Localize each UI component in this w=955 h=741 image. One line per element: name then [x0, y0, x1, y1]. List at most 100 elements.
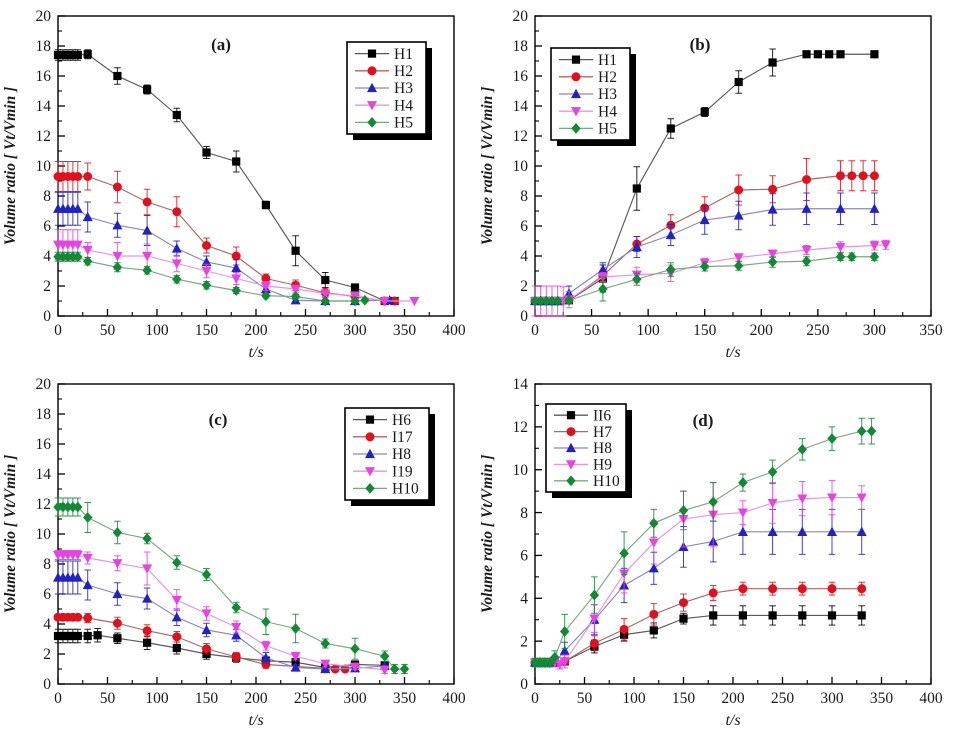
y-tick-label: 18 — [36, 38, 52, 55]
series-line-H6 — [58, 634, 385, 669]
marker-H2 — [112, 182, 122, 192]
marker-H5 — [700, 261, 710, 272]
legend-marker-H5 — [367, 117, 377, 128]
series-line-H2 — [58, 175, 395, 302]
marker-H9 — [589, 614, 600, 624]
marker-H3 — [767, 204, 778, 214]
marker-H6 — [53, 631, 63, 641]
y-tick-label: 14 — [36, 98, 52, 115]
legend-marker-II6 — [566, 411, 576, 420]
marker-H10 — [857, 425, 867, 437]
y-tick-label: 16 — [36, 68, 52, 85]
marker-H4 — [260, 281, 271, 292]
legend-label: I17 — [392, 429, 413, 446]
marker-II6 — [738, 611, 747, 620]
legend-item-H2: H2 — [559, 69, 617, 86]
marker-H5 — [733, 260, 744, 272]
y-tick-label: 10 — [513, 462, 529, 479]
series-H8 — [530, 508, 867, 667]
legend-marker-H4 — [571, 107, 581, 117]
marker-H9 — [648, 538, 659, 548]
x-tick-label: 200 — [750, 322, 774, 339]
legend-marker-H1 — [367, 49, 377, 58]
chart-c-svg: 0 50 100 150 200 250 300 350 400 0 2 4 6 8 10 12 14 16 18 2… — [2, 376, 466, 729]
marker-H2 — [802, 175, 812, 184]
series-II6 — [530, 605, 866, 667]
marker-H10 — [866, 425, 877, 437]
legend-label: H8 — [593, 440, 612, 457]
marker-II6 — [827, 611, 837, 620]
series-line-H2 — [535, 175, 875, 302]
series-H10 — [53, 497, 410, 675]
x-tick-label: 300 — [863, 322, 887, 339]
legend-item-H3: H3 — [355, 80, 413, 97]
marker-H1 — [63, 50, 72, 60]
y-axis: 0 2 4 6 8 10 12 14 16 18 20 — [513, 8, 542, 325]
marker-H2 — [261, 274, 271, 283]
marker-H5 — [83, 255, 93, 267]
marker-H5 — [53, 251, 63, 263]
marker-H7 — [797, 584, 807, 594]
marker-H5 — [58, 251, 68, 263]
y-tick-label: 4 — [520, 248, 528, 265]
marker-H8 — [231, 630, 242, 640]
marker-H10 — [399, 663, 410, 675]
x-tick-label: 350 — [919, 322, 943, 339]
x-tick-label: 100 — [145, 690, 169, 707]
marker-I19 — [171, 595, 182, 606]
marker-H8 — [112, 588, 123, 599]
series-H3 — [530, 192, 880, 306]
marker-H10 — [68, 501, 78, 513]
marker-H5 — [201, 279, 212, 291]
marker-H9 — [856, 493, 867, 503]
legend-marker-H4 — [367, 101, 377, 111]
marker-H1 — [813, 50, 822, 59]
marker-H4 — [142, 251, 153, 262]
marker-H10 — [560, 626, 570, 637]
marker-H5 — [63, 251, 73, 263]
marker-H7 — [827, 584, 837, 594]
y-tick-label: 2 — [43, 646, 51, 663]
marker-H5 — [835, 251, 846, 263]
x-tick-label: 150 — [693, 322, 717, 339]
y-tick-label: 4 — [520, 590, 528, 607]
marker-H2 — [142, 197, 152, 207]
y-tick-label: 0 — [520, 308, 528, 325]
chart-a-svg: 0 50 100 150 200 250 300 350 400 0 2 4 6 8 10 12 14 16 18 2… — [2, 8, 466, 361]
x-tick-label: 200 — [244, 690, 268, 707]
marker-H5 — [530, 295, 540, 307]
marker-H5 — [666, 264, 676, 275]
marker-H7 — [589, 638, 599, 648]
marker-H8 — [82, 579, 93, 590]
y-tick-label: 8 — [43, 556, 51, 573]
marker-H1 — [58, 50, 68, 60]
marker-H4 — [320, 289, 331, 299]
legend-label: H8 — [392, 446, 411, 463]
y-tick-label: 14 — [513, 376, 529, 393]
legend-marker-H10 — [566, 475, 576, 487]
marker-I19 — [379, 665, 390, 675]
marker-H3 — [384, 295, 395, 305]
legend-marker-H2 — [571, 72, 581, 82]
series-line-H10 — [58, 506, 405, 670]
y-tick-label: 14 — [36, 466, 52, 483]
series-H9 — [530, 479, 867, 670]
y-tick-label: 6 — [520, 548, 528, 565]
panel-label: (d) — [693, 411, 714, 430]
y-tick-label: 6 — [43, 586, 51, 603]
y-axis: 0 2 4 6 8 10 12 14 16 18 20 — [36, 376, 65, 693]
legend-label: H7 — [593, 424, 612, 441]
marker-H4 — [201, 266, 212, 277]
marker-H5 — [598, 283, 608, 295]
marker-I17 — [73, 612, 83, 622]
y-tick-label: 2 — [520, 633, 528, 650]
marker-H8 — [171, 612, 182, 622]
marker-H6 — [291, 658, 300, 667]
marker-H10 — [58, 501, 68, 513]
y-tick-label: 12 — [36, 496, 52, 513]
x-tick-label: 250 — [294, 322, 318, 339]
marker-H8 — [201, 624, 212, 635]
marker-H9 — [797, 494, 808, 504]
x-tick-label: 150 — [195, 322, 219, 339]
panel-label: (b) — [690, 35, 711, 54]
